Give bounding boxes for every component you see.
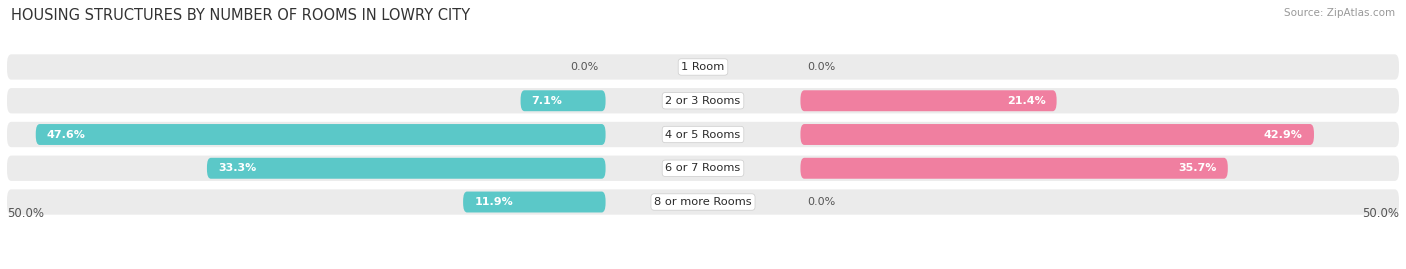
- FancyBboxPatch shape: [463, 192, 606, 213]
- Text: 0.0%: 0.0%: [807, 197, 835, 207]
- FancyBboxPatch shape: [7, 189, 1399, 215]
- Text: 21.4%: 21.4%: [1007, 96, 1046, 106]
- FancyBboxPatch shape: [35, 124, 606, 145]
- FancyBboxPatch shape: [800, 90, 1056, 111]
- Text: 50.0%: 50.0%: [7, 207, 44, 220]
- FancyBboxPatch shape: [207, 158, 606, 179]
- Text: HOUSING STRUCTURES BY NUMBER OF ROOMS IN LOWRY CITY: HOUSING STRUCTURES BY NUMBER OF ROOMS IN…: [11, 8, 471, 23]
- Text: 7.1%: 7.1%: [531, 96, 562, 106]
- FancyBboxPatch shape: [800, 158, 1227, 179]
- Text: 8 or more Rooms: 8 or more Rooms: [654, 197, 752, 207]
- Text: 33.3%: 33.3%: [218, 163, 256, 173]
- FancyBboxPatch shape: [520, 90, 606, 111]
- Text: 11.9%: 11.9%: [474, 197, 513, 207]
- Text: 47.6%: 47.6%: [46, 129, 86, 140]
- FancyBboxPatch shape: [800, 124, 1315, 145]
- FancyBboxPatch shape: [7, 122, 1399, 147]
- Text: 50.0%: 50.0%: [1362, 207, 1399, 220]
- Text: 2 or 3 Rooms: 2 or 3 Rooms: [665, 96, 741, 106]
- Text: 0.0%: 0.0%: [571, 62, 599, 72]
- FancyBboxPatch shape: [7, 155, 1399, 181]
- Text: 4 or 5 Rooms: 4 or 5 Rooms: [665, 129, 741, 140]
- Text: 35.7%: 35.7%: [1178, 163, 1216, 173]
- Text: 0.0%: 0.0%: [807, 62, 835, 72]
- Text: 1 Room: 1 Room: [682, 62, 724, 72]
- FancyBboxPatch shape: [7, 88, 1399, 114]
- Text: 42.9%: 42.9%: [1264, 129, 1303, 140]
- Text: Source: ZipAtlas.com: Source: ZipAtlas.com: [1284, 8, 1395, 18]
- FancyBboxPatch shape: [7, 54, 1399, 80]
- Text: 6 or 7 Rooms: 6 or 7 Rooms: [665, 163, 741, 173]
